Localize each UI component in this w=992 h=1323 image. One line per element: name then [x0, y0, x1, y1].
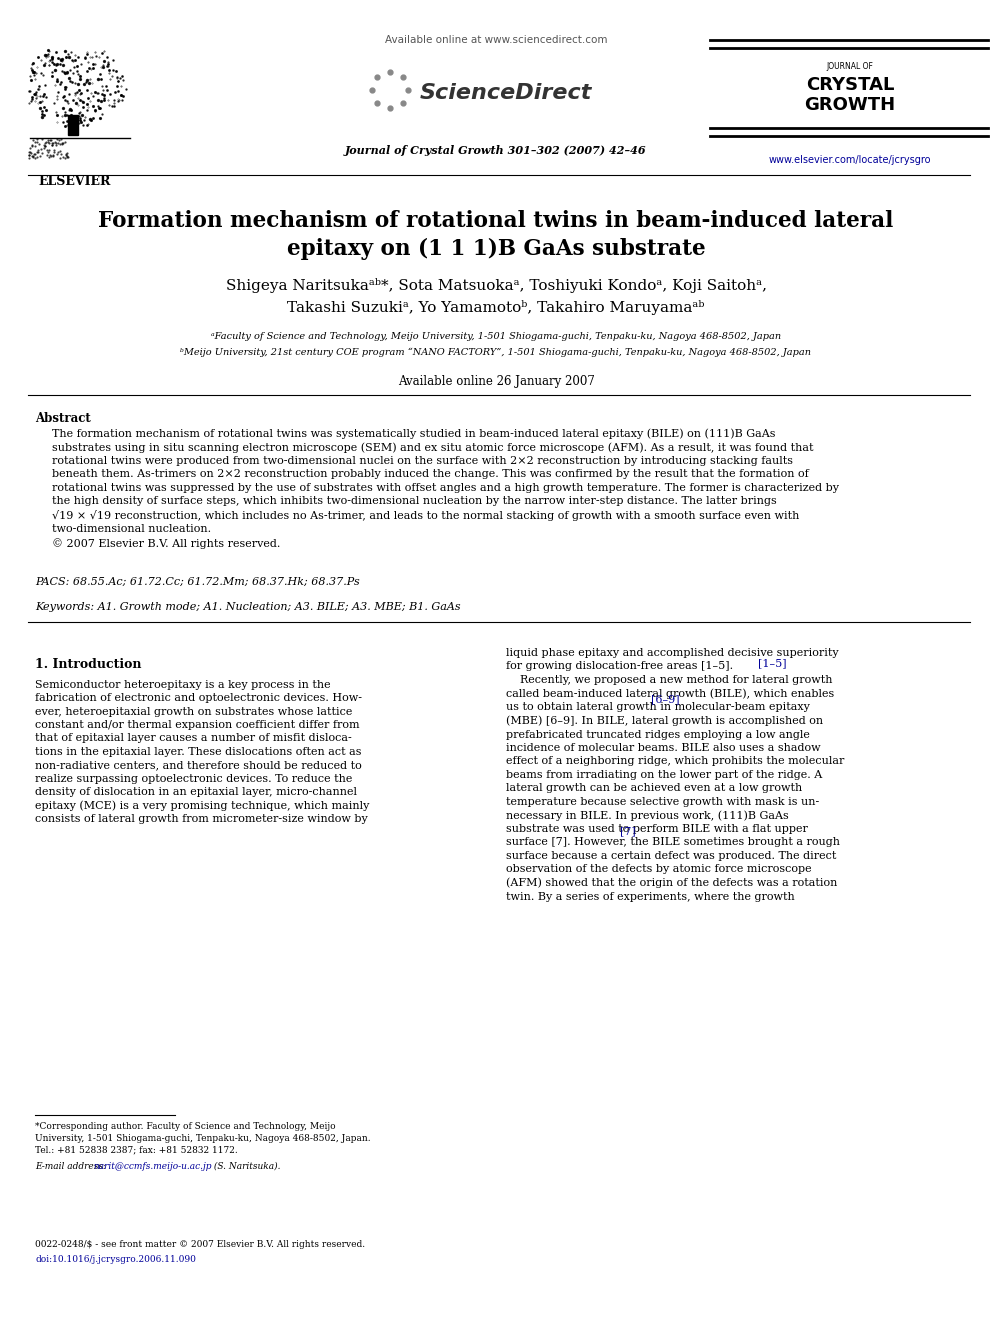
Text: ELSEVIER: ELSEVIER: [39, 175, 111, 188]
Text: Abstract: Abstract: [35, 411, 90, 425]
Text: ScienceDirect: ScienceDirect: [420, 83, 592, 103]
Text: ᵇMeijo University, 21st century COE program “NANO FACTORY”, 1-501 Shiogama-guchi: ᵇMeijo University, 21st century COE prog…: [181, 348, 811, 357]
Text: *Corresponding author. Faculty of Science and Technology, Meijo
University, 1-50: *Corresponding author. Faculty of Scienc…: [35, 1122, 371, 1155]
Text: [6–9]: [6–9]: [651, 695, 680, 704]
Text: Semiconductor heteroepitaxy is a key process in the
fabrication of electronic an: Semiconductor heteroepitaxy is a key pro…: [35, 680, 369, 824]
Text: 1. Introduction: 1. Introduction: [35, 658, 142, 671]
Bar: [68, 115, 78, 135]
Text: CRYSTAL: CRYSTAL: [806, 75, 894, 94]
Text: Takashi Suzukiᵃ, Yo Yamamotoᵇ, Takahiro Maruyamaᵃᵇ: Takashi Suzukiᵃ, Yo Yamamotoᵇ, Takahiro …: [288, 300, 704, 315]
Text: www.elsevier.com/locate/jcrysgro: www.elsevier.com/locate/jcrysgro: [769, 155, 931, 165]
Text: [1–5]: [1–5]: [758, 658, 787, 668]
Text: Formation mechanism of rotational twins in beam-induced lateral: Formation mechanism of rotational twins …: [98, 210, 894, 232]
Text: liquid phase epitaxy and accomplished decisive superiority
for growing dislocati: liquid phase epitaxy and accomplished de…: [506, 648, 844, 902]
Text: E-mail address:: E-mail address:: [35, 1162, 109, 1171]
Text: 0022-0248/$ - see front matter © 2007 Elsevier B.V. All rights reserved.: 0022-0248/$ - see front matter © 2007 El…: [35, 1240, 365, 1249]
Text: JOURNAL OF: JOURNAL OF: [826, 62, 873, 71]
Text: The formation mechanism of rotational twins was systematically studied in beam-i: The formation mechanism of rotational tw…: [52, 429, 839, 549]
Text: Available online at www.sciencedirect.com: Available online at www.sciencedirect.co…: [385, 34, 607, 45]
Text: ᵃFaculty of Science and Technology, Meijo University, 1-501 Shiogama-guchi, Tenp: ᵃFaculty of Science and Technology, Meij…: [211, 332, 781, 341]
Text: doi:10.1016/j.jcrysgro.2006.11.090: doi:10.1016/j.jcrysgro.2006.11.090: [35, 1256, 195, 1263]
Text: Available online 26 January 2007: Available online 26 January 2007: [398, 374, 594, 388]
Text: (S. Naritsuka).: (S. Naritsuka).: [211, 1162, 281, 1171]
Text: Shigeya Naritsukaᵃᵇ*, Sota Matsuokaᵃ, Toshiyuki Kondoᵃ, Koji Saitohᵃ,: Shigeya Naritsukaᵃᵇ*, Sota Matsuokaᵃ, To…: [225, 278, 767, 292]
Text: narit@ccmfs.meijo-u.ac.jp: narit@ccmfs.meijo-u.ac.jp: [93, 1162, 211, 1171]
Text: PACS: 68.55.Ac; 61.72.Cc; 61.72.Mm; 68.37.Hk; 68.37.Ps: PACS: 68.55.Ac; 61.72.Cc; 61.72.Mm; 68.3…: [35, 577, 360, 587]
Text: GROWTH: GROWTH: [805, 97, 896, 114]
Text: Journal of Crystal Growth 301–302 (2007) 42–46: Journal of Crystal Growth 301–302 (2007)…: [345, 146, 647, 156]
Text: epitaxy on (1 1 1)B GaAs substrate: epitaxy on (1 1 1)B GaAs substrate: [287, 238, 705, 261]
Text: Keywords: A1. Growth mode; A1. Nucleation; A3. BILE; A3. MBE; B1. GaAs: Keywords: A1. Growth mode; A1. Nucleatio…: [35, 602, 460, 613]
Text: [7]: [7]: [620, 826, 636, 836]
